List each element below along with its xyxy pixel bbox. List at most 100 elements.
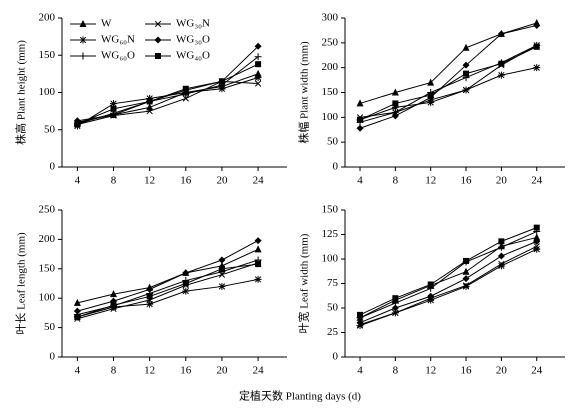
y-tick-label: 300 [322,12,339,24]
marker [392,309,399,317]
marker [218,78,225,85]
x-axis-label: 定植天数 Planting days (d) [239,389,361,403]
marker [218,271,226,278]
x-tick-label: 4 [75,365,81,377]
x-tick-label: 24 [531,175,543,187]
marker [357,311,364,318]
marker [356,319,364,327]
marker [254,237,262,245]
y-tick-label: 100 [39,86,56,98]
marker [254,42,262,50]
y-axis-label: 株幅 Plant width (mm) [297,41,311,144]
marker [146,285,154,293]
marker [146,300,154,308]
y-tick-label: 150 [39,49,56,61]
y-axis-label: 叶长 Leaf length (mm) [15,232,28,335]
y-tick-label: 250 [39,204,56,216]
legend-marker [79,36,87,44]
marker [182,287,190,295]
x-tick-label: 24 [253,175,265,187]
series-line [359,240,537,324]
x-tick-label: 8 [111,365,117,377]
y-tick-label: 100 [322,253,339,265]
series-line [77,278,259,318]
marker [218,265,225,272]
marker [218,282,226,290]
marker [110,105,117,112]
marker [146,293,153,300]
x-tick-label: 24 [531,365,543,377]
x-tick-label: 16 [461,175,473,187]
y-tick-label: 25 [327,326,339,338]
series-line [359,44,537,118]
marker [391,103,399,111]
marker [255,61,262,68]
legend-marker [154,36,162,44]
marker [146,103,154,111]
series-line [359,46,537,121]
y-tick-label: 200 [322,61,339,73]
series-line [359,245,537,326]
marker [182,95,189,102]
x-tick-label: 12 [425,175,436,187]
marker [427,292,435,300]
legend-label: WG₆₀N [101,34,135,46]
legend-label: W [101,18,112,30]
marker [533,237,541,245]
marker [463,257,470,264]
marker [254,74,262,82]
x-tick-label: 8 [111,175,117,187]
marker [218,85,226,93]
y-tick-label: 150 [322,204,339,216]
series-line [359,22,537,104]
y-tick-label: 0 [333,351,339,363]
x-tick-label: 12 [425,365,436,377]
marker [533,245,541,253]
marker [218,256,226,264]
marker [146,98,153,105]
marker [74,314,81,321]
marker [392,100,399,107]
marker [357,116,364,123]
marker [254,245,262,253]
marker [110,302,117,309]
marker [146,107,153,115]
x-tick-label: 4 [75,175,81,187]
marker [533,233,541,241]
series-line [77,56,259,125]
x-tick-label: 20 [496,175,508,187]
marker [497,71,505,79]
y-axis-label: 叶宽 Leaf width (mm) [297,233,311,333]
marker [498,238,505,245]
series-line [77,77,259,127]
series-line [77,259,259,316]
marker [254,53,262,61]
marker [427,78,435,86]
y-tick-label: 250 [322,36,339,48]
x-tick-label: 16 [180,365,192,377]
y-tick-label: 50 [327,136,339,148]
marker [462,282,470,290]
marker [254,275,262,283]
marker [356,99,364,107]
marker [356,124,364,132]
marker [391,304,399,312]
marker [533,64,541,72]
y-tick-label: 100 [322,111,339,123]
marker [462,61,470,69]
y-tick-label: 200 [39,12,56,24]
x-tick-label: 12 [144,365,155,377]
marker [533,224,540,231]
marker [73,307,81,315]
marker [427,281,434,288]
marker [182,280,189,287]
series-line [77,262,259,320]
legend-label: WG₄₀O [176,50,210,62]
marker [463,70,470,77]
series-line [77,240,259,312]
marker [254,69,262,77]
x-tick-label: 4 [357,365,363,377]
marker [497,252,505,260]
marker [182,269,190,277]
y-tick-label: 125 [322,228,339,240]
